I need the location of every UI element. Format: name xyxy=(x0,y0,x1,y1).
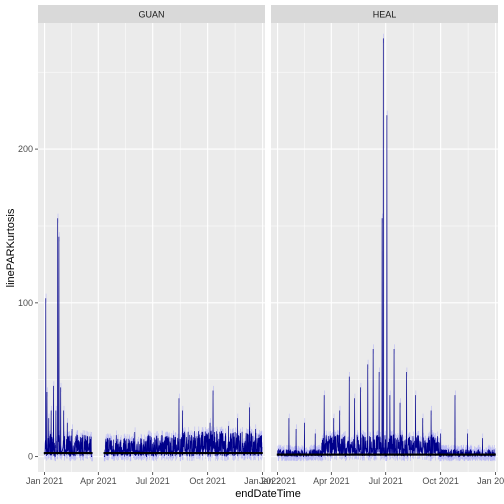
x-axis-title: endDateTime xyxy=(235,488,301,500)
baseline-point xyxy=(494,453,496,456)
panel-heal: HEAL Jan 2021 Apr 2021 Jul 2021 Oct 2021 Jan … xyxy=(259,5,504,486)
series-line xyxy=(44,218,263,458)
facet-strip-label: HEAL xyxy=(373,10,397,20)
x-tick-label: Jul 2021 xyxy=(369,476,403,486)
facet-strip xyxy=(38,5,265,23)
x-tick-label: Jul 2021 xyxy=(136,476,170,486)
x-tick-label: Jan 2021 xyxy=(26,476,63,486)
baseline-points xyxy=(43,452,263,455)
y-axis-title: linePARKurtosis xyxy=(5,208,17,287)
baseline-points xyxy=(276,453,496,456)
baseline-point xyxy=(90,452,93,455)
y-tick-label: 0 xyxy=(28,452,33,462)
y-axis: 0 100 200 xyxy=(18,144,38,462)
facet-strip-label: GUAN xyxy=(138,10,164,20)
panels-layer: GUAN Jan 2021 Apr 2021 Jul 2021 Oct 2021 Jan … xyxy=(26,5,504,486)
x-tick-label: Oct 2021 xyxy=(189,476,226,486)
panel-background xyxy=(271,23,498,472)
x-tick-label: Jan 2021 xyxy=(259,476,296,486)
panel-background xyxy=(38,23,265,472)
x-tick-label: Apr 2021 xyxy=(80,476,117,486)
x-tick-label: Jan 2022 xyxy=(244,476,281,486)
x-tick-label: Apr 2021 xyxy=(313,476,350,486)
panel-guan: GUAN Jan 2021 Apr 2021 Jul 2021 Oct 2021 Jan … xyxy=(26,5,281,486)
facet-strip xyxy=(271,5,498,23)
y-tick-label: 100 xyxy=(18,298,33,308)
y-tick-label: 200 xyxy=(18,144,33,154)
x-tick-label: Oct 2021 xyxy=(422,476,459,486)
baseline-point xyxy=(261,452,263,455)
x-tick-label: Jan 2022 xyxy=(477,476,504,486)
